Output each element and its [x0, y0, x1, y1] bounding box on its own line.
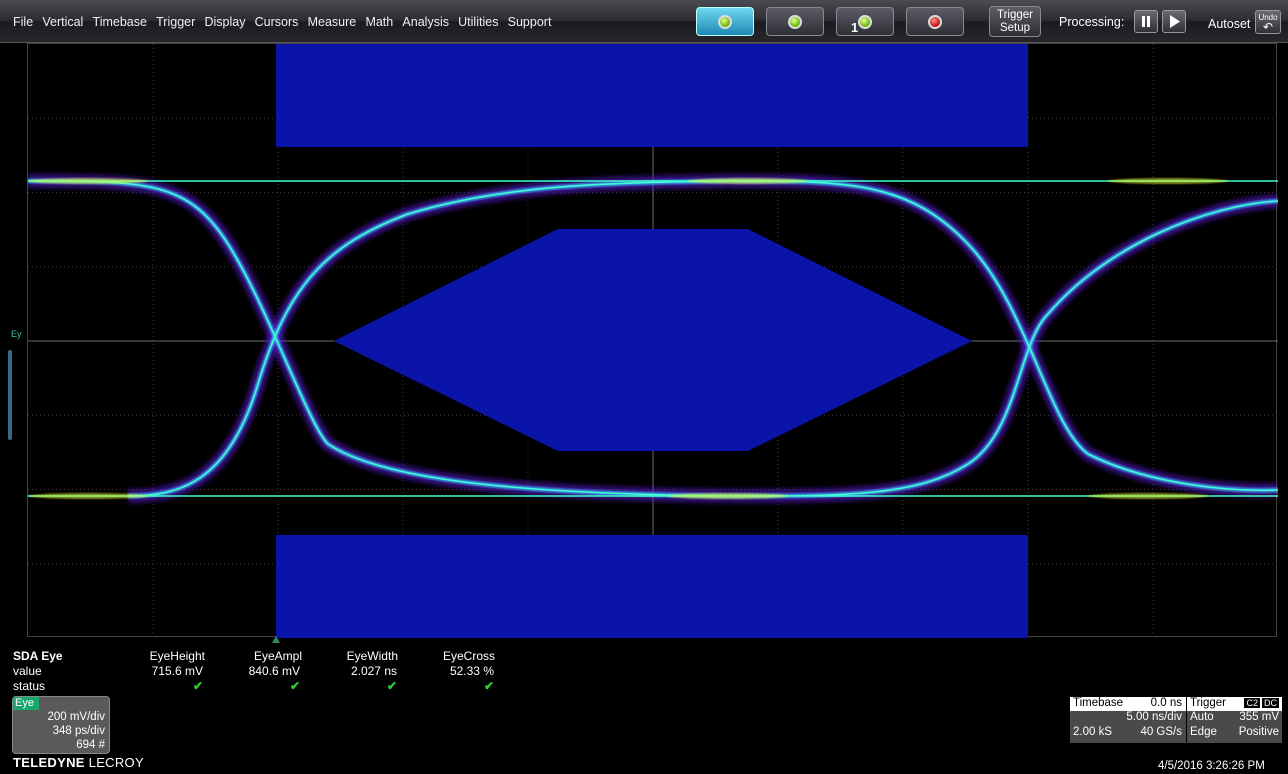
clock-led-icon [718, 14, 732, 29]
eye-diagram-display[interactable] [27, 43, 1278, 638]
value-row-label: value [13, 664, 42, 678]
trace-core-5 [727, 200, 1278, 497]
status-row-label: status [13, 679, 46, 693]
eye-count: 694 # [76, 739, 105, 751]
brand-bold: TELEDYNE [13, 755, 85, 770]
eyewidth-header: EyeWidth [346, 649, 398, 663]
timebase-body: 5.00 ns/div 2.00 kS 40 GS/s [1070, 711, 1186, 743]
mask-top-region [276, 44, 1028, 147]
trigger-descriptor[interactable]: Trigger C2 DC Auto 355 mV Edge Positive [1187, 697, 1282, 743]
trace-core-4 [727, 180, 1278, 492]
trace-core-2 [28, 180, 729, 497]
trace-hotspot-2 [1108, 178, 1228, 184]
timebase-samples: 2.00 kS [1073, 726, 1112, 738]
green-led-icon [788, 14, 802, 29]
eye-vdiv: 200 mV/div [47, 711, 105, 723]
play-button[interactable] [1162, 10, 1186, 33]
eyecross-header: EyeCross [442, 649, 495, 663]
auto-trigger-button[interactable] [696, 7, 754, 36]
eyeampl-status-icon: ✔ [289, 679, 300, 693]
trigger-setup-line1: Trigger [997, 9, 1033, 21]
mask-bottom-region [276, 535, 1028, 638]
measurement-title: SDA Eye [13, 649, 63, 663]
eyeampl-value: 840.6 mV [248, 664, 300, 678]
trace-hotspot-3 [28, 493, 148, 499]
menu-trigger[interactable]: Trigger [156, 15, 196, 29]
eye-channel-descriptor[interactable]: Eye 200 mV/div 348 ps/div 694 # [12, 696, 110, 754]
timebase-tdiv: 5.00 ns/div [1126, 711, 1182, 723]
menu-measure[interactable]: Measure [307, 15, 357, 29]
eye-traces [28, 174, 1278, 503]
menu-math[interactable]: Math [365, 15, 394, 29]
single-trigger-button[interactable]: 1 [836, 7, 894, 36]
trace-hotspot-5 [1088, 493, 1208, 499]
trigger-mode: Auto [1190, 711, 1214, 723]
menu-bar: File Vertical Timebase Trigger Display Cursor… [0, 0, 1288, 43]
undo-label: Undo [1258, 13, 1278, 22]
trigger-header: Trigger C2 DC [1187, 697, 1282, 711]
timebase-delay: 0.0 ns [1150, 697, 1182, 709]
trigger-body: Auto 355 mV Edge Positive [1187, 711, 1282, 743]
undo-icon: ↶ [1262, 20, 1274, 34]
eyeheight-header: EyeHeight [149, 649, 205, 663]
menu-file[interactable]: File [13, 15, 34, 29]
menu-display[interactable]: Display [204, 15, 246, 29]
trigger-coupling-chip: DC [1261, 697, 1280, 709]
left-panel-handle[interactable] [8, 350, 12, 440]
trace-label: Ey [11, 329, 22, 339]
play-icon [1170, 15, 1180, 28]
eyecross-value: 52.33 % [449, 664, 494, 678]
red-led-icon [928, 14, 942, 29]
trigger-slope: Positive [1238, 726, 1279, 738]
eyewidth-value: 2.027 ns [350, 664, 397, 678]
trigger-type: Edge [1190, 726, 1217, 738]
mask-center-region [334, 229, 972, 451]
eye-channel-tag: Eye [13, 697, 39, 710]
timebase-header: Timebase 0.0 ns [1070, 697, 1186, 711]
trigger-setup-button[interactable]: Trigger Setup [989, 6, 1041, 37]
timebase-descriptor[interactable]: Timebase 0.0 ns 5.00 ns/div 2.00 kS 40 G… [1070, 697, 1186, 743]
eye-diagram-canvas [28, 44, 1278, 638]
processing-label: Processing: [1059, 15, 1125, 29]
trace-hotspot-1 [688, 178, 808, 184]
undo-button[interactable]: Undo ↶ [1255, 10, 1281, 34]
single-sub-label: 1 [851, 20, 859, 35]
autoset-label: Autoset [1208, 17, 1251, 31]
trigger-label: Trigger [1190, 697, 1226, 709]
normal-trigger-button[interactable] [766, 7, 824, 36]
trigger-position-marker[interactable] [272, 636, 280, 643]
menu-vertical[interactable]: Vertical [42, 15, 84, 29]
pause-icon [1142, 16, 1150, 27]
brand-rest: LECROY [84, 755, 144, 770]
main-menu: File Vertical Timebase Trigger Display Cursor… [13, 15, 561, 29]
brand-logo: TELEDYNE LECROY [13, 755, 144, 770]
menu-analysis[interactable]: Analysis [402, 15, 449, 29]
date-time: 4/5/2016 3:26:26 PM [1158, 760, 1265, 772]
timebase-label: Timebase [1073, 697, 1124, 709]
menu-utilities[interactable]: Utilities [458, 15, 499, 29]
eye-hdiv: 348 ps/div [52, 725, 105, 737]
trace-core-3 [127, 180, 729, 497]
timebase-rate: 40 GS/s [1140, 726, 1182, 738]
pause-button[interactable] [1134, 10, 1158, 33]
eyeheight-status-icon: ✔ [192, 679, 203, 693]
menu-cursors[interactable]: Cursors [254, 15, 299, 29]
menu-timebase[interactable]: Timebase [92, 15, 147, 29]
stop-trigger-button[interactable] [906, 7, 964, 36]
eyewidth-status-icon: ✔ [386, 679, 397, 693]
trigger-level: 355 mV [1239, 711, 1279, 723]
menu-support[interactable]: Support [507, 15, 552, 29]
eyecross-status-icon: ✔ [483, 679, 494, 693]
eyeheight-value: 715.6 mV [151, 664, 203, 678]
trigger-source-chip: C2 [1243, 697, 1261, 709]
trigger-setup-line2: Setup [999, 22, 1031, 34]
green-led-icon [858, 14, 872, 29]
trace-hotspot-4 [668, 493, 788, 499]
trace-hotspot-0 [28, 178, 148, 184]
eyeampl-header: EyeAmpl [253, 649, 302, 663]
